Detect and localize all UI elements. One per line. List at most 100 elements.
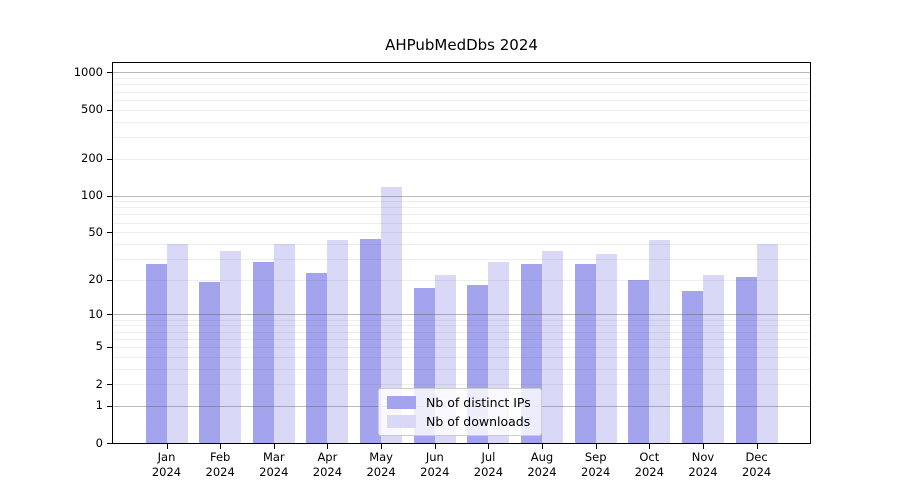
y-tick-mark <box>107 72 112 74</box>
x-tick-month: Jul <box>481 450 496 464</box>
gridline-minor <box>113 279 810 281</box>
bar-ips-mar <box>252 262 274 443</box>
gridline-minor <box>113 84 810 86</box>
x-tick-label: Apr 2024 <box>295 450 359 480</box>
gridline-minor <box>113 109 810 111</box>
x-tick-month: Jan <box>157 450 176 464</box>
y-tick-mark <box>107 279 112 281</box>
gridline-minor <box>113 319 810 321</box>
y-tick-label: 200 <box>81 151 103 166</box>
y-tick-label: 5 <box>95 339 103 354</box>
gridline-minor <box>113 222 810 224</box>
x-tick-month: May <box>369 450 393 464</box>
x-tick-month: Sep <box>584 450 607 464</box>
chart-title: AHPubMedDbs 2024 <box>385 36 538 54</box>
y-tick-label: 10 <box>88 306 103 321</box>
x-tick-mark <box>434 444 436 449</box>
y-tick-label: 100 <box>81 188 103 202</box>
x-tick-label: Jan 2024 <box>135 450 199 480</box>
gridline-minor <box>113 91 810 93</box>
gridline-minor <box>113 121 810 123</box>
y-tick-label: 1 <box>95 398 103 413</box>
gridline-minor <box>113 338 810 340</box>
gridline-minor <box>113 243 810 245</box>
x-tick-year: 2024 <box>366 465 396 479</box>
x-tick-label: Nov 2024 <box>671 450 735 480</box>
gridline-minor <box>113 258 810 260</box>
gridline-minor <box>113 232 810 234</box>
x-tick-mark <box>381 444 383 449</box>
x-tick-year: 2024 <box>581 465 611 479</box>
y-tick-mark <box>107 443 112 444</box>
y-tick-label: 1000 <box>73 64 103 79</box>
y-tick-label: 50 <box>88 224 103 239</box>
x-tick-label: Feb 2024 <box>188 450 252 480</box>
y-tick-label: 20 <box>88 272 103 287</box>
bar-downloads-apr <box>327 240 349 443</box>
x-tick-month: Dec <box>745 450 768 464</box>
x-tick-year: 2024 <box>688 465 718 479</box>
gridline-minor <box>113 368 810 370</box>
y-tick-mark <box>107 109 112 111</box>
x-tick-label: Mar 2024 <box>242 450 306 480</box>
x-tick-label: Aug 2024 <box>510 450 574 480</box>
x-tick-mark <box>273 444 275 449</box>
x-tick-label: Sep 2024 <box>564 450 628 480</box>
x-tick-year: 2024 <box>527 465 557 479</box>
bar-ips-sep <box>574 264 596 443</box>
y-tick-mark <box>107 158 112 160</box>
x-tick-year: 2024 <box>473 465 504 479</box>
bar-downloads-dec <box>756 243 778 443</box>
x-tick-label: Jun 2024 <box>403 450 467 480</box>
bar-downloads-mar <box>273 243 295 443</box>
y-tick-mark <box>107 384 112 386</box>
legend-label-distinct-ips: Nb of distinct IPs <box>426 395 531 410</box>
gridline-minor <box>113 201 810 203</box>
legend-label-downloads: Nb of downloads <box>426 414 531 429</box>
bar-ips-apr <box>306 272 328 443</box>
bar-ips-nov <box>682 291 703 443</box>
y-tick-mark <box>107 195 112 197</box>
gridline-minor <box>113 346 810 348</box>
gridline-minor <box>113 136 810 138</box>
x-tick-month: Aug <box>530 450 554 464</box>
legend-item-downloads: Nb of downloads <box>387 414 531 429</box>
bar-ips-dec <box>735 277 757 443</box>
x-tick-month: Jun <box>425 450 444 464</box>
x-tick-month: Nov <box>691 450 715 464</box>
x-tick-year: 2024 <box>259 465 289 479</box>
gridline-minor <box>113 158 810 160</box>
y-tick-label: 500 <box>81 102 103 117</box>
bar-downloads-nov <box>703 274 724 443</box>
bar-ips-oct <box>628 279 650 443</box>
legend-swatch-downloads <box>387 415 416 428</box>
gridline-minor <box>113 356 810 358</box>
y-tick-mark <box>107 405 112 407</box>
gridline-minor <box>113 99 810 101</box>
bar-ips-may <box>360 238 382 443</box>
x-tick-mark <box>703 444 704 449</box>
gridline-minor <box>113 78 810 80</box>
x-tick-year: 2024 <box>151 465 182 479</box>
x-tick-month: Apr <box>317 450 338 464</box>
x-tick-label: May 2024 <box>349 450 413 480</box>
x-tick-label: Dec 2024 <box>725 450 789 480</box>
x-tick-mark <box>542 444 543 449</box>
gridline-minor <box>113 214 810 216</box>
bar-ips-jan <box>145 264 167 443</box>
x-tick-label: Jul 2024 <box>456 450 520 480</box>
x-tick-month: Oct <box>639 450 660 464</box>
bar-downloads-jan <box>166 243 188 443</box>
legend: Nb of distinct IPs Nb of downloads <box>378 388 542 436</box>
x-tick-year: 2024 <box>420 465 450 479</box>
x-tick-mark <box>756 444 758 449</box>
gridline-minor <box>113 384 810 386</box>
x-tick-year: 2024 <box>741 465 772 479</box>
x-tick-mark <box>488 444 490 449</box>
gridline-major <box>113 72 810 74</box>
x-tick-mark <box>649 444 651 449</box>
y-tick-label: 2 <box>95 376 103 391</box>
bar-downloads-sep <box>595 253 617 443</box>
x-tick-year: 2024 <box>634 465 664 479</box>
plot-area <box>112 62 811 444</box>
